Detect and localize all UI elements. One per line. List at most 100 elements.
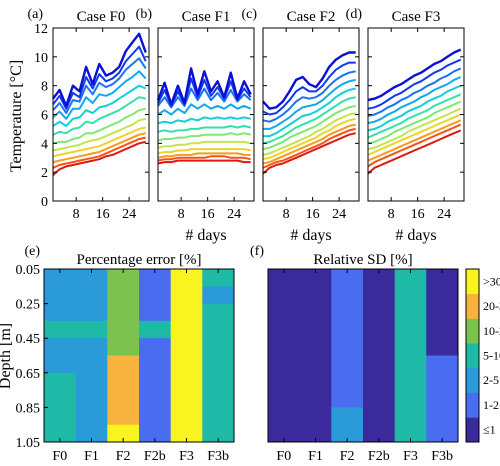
heatmap-cell [107,424,140,443]
series-line-4 [263,78,356,130]
panel-title: Case F1 [182,9,231,25]
panel-label: (f) [250,244,264,259]
colorbar-swatch [466,269,479,295]
series-line-5 [52,84,147,127]
colorbar-swatch [466,417,479,443]
heatmap-cell [44,269,77,322]
heatmap-cell [139,338,172,443]
series-line-6 [52,96,146,136]
y-tick-label: 0 [41,195,48,210]
series-line-7 [157,132,251,142]
x-tick-label: 16 [96,207,110,222]
x-tick-label: 8 [388,207,395,222]
series-line-4 [157,103,252,116]
x-tick-label: F1 [84,449,99,464]
series-line-4 [367,76,462,125]
x-tick-label: F0 [52,449,67,464]
series-line-11 [262,127,356,169]
series-line-12 [367,129,462,175]
panel-label: (a) [27,7,43,22]
series-line-3 [52,57,147,115]
series-line-4 [52,70,147,120]
series-line-3 [157,87,252,109]
x-tick-label: 8 [73,207,80,222]
panel-title: Relative SD [%] [313,252,412,268]
heatmap-cell [202,286,235,304]
x-tick-label: 16 [201,207,215,222]
x-tick-label: F0 [276,449,291,464]
y-tick-label: 1.05 [16,436,41,451]
y-tick-label: 12 [34,22,48,37]
series-line-7 [52,107,146,145]
series-line-11 [367,123,462,168]
x-tick-label: F3b [431,449,453,464]
series-line-10 [52,132,146,164]
heatmap-cell [75,338,108,443]
colorbar-swatch [466,293,479,319]
series-line-9 [157,148,251,155]
heatmap-cell [426,355,459,443]
y-tick-label: 6 [41,109,48,124]
series-line-8 [367,107,462,151]
colorbar-swatch [466,318,479,344]
y-tick-label: 8 [41,80,48,95]
series-line-7 [367,100,462,145]
x-tick-label: F2 [340,449,355,464]
series-line-9 [367,113,462,156]
x-tick-label: 16 [411,207,425,222]
heatmap-cell [75,320,108,339]
y-tick-label: 10 [34,51,48,66]
heatmap-cell [107,269,140,356]
series-line-1 [52,32,147,108]
colorbar-label: 20-30 [483,299,500,313]
y-axis-label: Temperature [°C] [8,60,25,172]
x-tick-label: 8 [283,207,290,222]
heatmap-cell [268,269,301,443]
colorbar: ≤1 1-2 2-5 5-10 10-20 20-30 >30 [465,268,500,443]
plot-frame [52,27,150,202]
series-line-11 [52,136,146,169]
series-line-9 [262,117,356,161]
colorbar-label: ≤1 [483,423,496,437]
heatmap-cell [44,372,77,443]
series-line-6 [157,125,251,133]
panel-label: (d) [346,7,363,22]
panel-title: Case F0 [77,9,126,25]
heatmap-cell [44,320,77,339]
series-line-2 [262,61,356,116]
y-tick-label: 0.05 [16,263,41,278]
y-tick-label: 0.65 [16,367,41,382]
x-axis-label: # days [290,227,331,244]
heatmap-cell [331,269,364,408]
series-line-5 [367,84,462,132]
series-line-12 [52,140,146,176]
x-tick-label: F2b [368,449,390,464]
series-line-8 [157,140,251,149]
x-tick-label: F3 [403,449,418,464]
series-line-11 [157,155,251,162]
panel-title: Case F2 [287,9,336,25]
panel-title: Percentage error [%] [77,252,202,268]
x-tick-label: 24 [332,207,346,222]
heatmap-cell [139,269,172,322]
series-line-5 [157,116,251,125]
heatmap-panel-f: (f) Relative SD [%] F0 F1 F2 F2b F3 F3b [250,244,459,464]
colorbar-swatch [466,343,479,369]
series-line-9 [52,126,146,158]
heatmap-cell [394,269,427,443]
series-line-10 [262,123,356,165]
panel-label: (b) [136,7,153,22]
heatmap-cell [170,269,203,443]
line-panel-c: (c) Case F2 8 16 24# days [241,7,360,244]
heatmap-cell [107,355,140,426]
x-tick-label: F2 [116,449,131,464]
x-tick-label: F3b [207,449,229,464]
series-line-6 [367,93,462,139]
colorbar-label: 5-10 [483,349,500,363]
colorbar-label: 10-20 [483,324,500,338]
x-tick-label: 24 [437,207,451,222]
series-line-5 [263,87,356,138]
series-line-10 [157,152,251,159]
